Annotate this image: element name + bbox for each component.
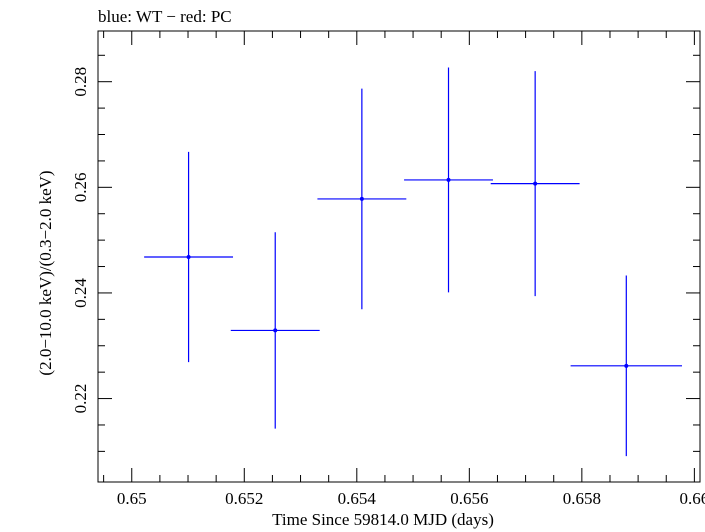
data-point bbox=[317, 88, 407, 310]
data-point bbox=[570, 275, 682, 457]
point-marker bbox=[273, 328, 278, 333]
point-marker bbox=[533, 181, 538, 186]
y-axis: 0.22 0.24 0.26 0.28 bbox=[71, 54, 700, 452]
point-marker bbox=[446, 177, 451, 182]
y-tick-label: 0.24 bbox=[71, 278, 90, 308]
x-tick-label: 0.652 bbox=[225, 489, 263, 508]
point-marker bbox=[624, 363, 629, 368]
x-axis: 0.65 0.652 0.654 0.656 0.658 0.66 bbox=[103, 31, 705, 508]
y-axis-label: (2.0−10.0 keV)/(0.3−2.0 keV) bbox=[36, 170, 55, 375]
x-tick-label: 0.656 bbox=[450, 489, 488, 508]
x-tick-label: 0.66 bbox=[679, 489, 705, 508]
x-tick-label: 0.654 bbox=[338, 489, 377, 508]
y-tick-label: 0.22 bbox=[71, 384, 90, 414]
data-point bbox=[490, 71, 580, 297]
x-tick-label: 0.65 bbox=[117, 489, 147, 508]
x-axis-label: Time Since 59814.0 MJD (days) bbox=[272, 510, 494, 529]
point-marker bbox=[359, 196, 364, 201]
data-point bbox=[144, 151, 234, 363]
point-marker bbox=[186, 255, 191, 260]
y-tick-label: 0.28 bbox=[71, 67, 90, 97]
data-point bbox=[230, 232, 320, 429]
data-series-wt bbox=[144, 67, 682, 457]
y-tick-label: 0.26 bbox=[71, 172, 90, 202]
x-tick-label: 0.658 bbox=[563, 489, 601, 508]
data-point bbox=[404, 67, 493, 293]
plot-frame bbox=[97, 30, 701, 483]
chart-title: blue: WT − red: PC bbox=[98, 7, 232, 26]
